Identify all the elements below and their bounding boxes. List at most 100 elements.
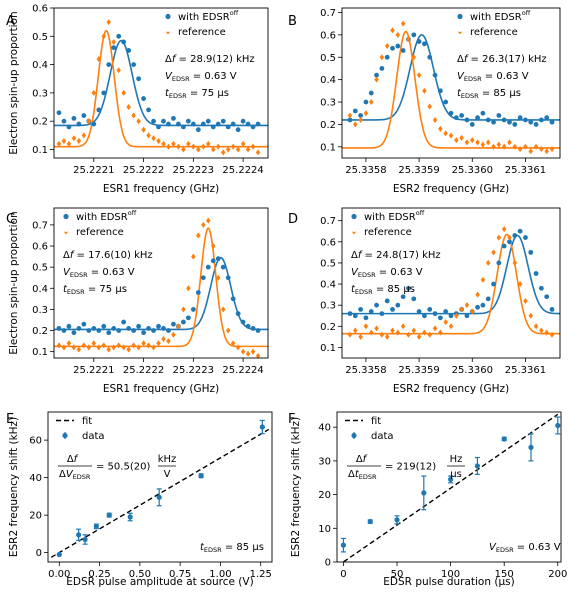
data-point: [422, 329, 427, 336]
data-point: [156, 138, 161, 145]
data-point: [533, 323, 539, 330]
data-point: [186, 285, 191, 292]
data-point: [171, 331, 176, 338]
data-point: [491, 249, 496, 256]
data-point: [195, 290, 201, 295]
data-point: [459, 134, 464, 141]
condition-text: tEDSR = 85 µs: [200, 542, 264, 554]
data-point: [384, 333, 390, 340]
legend-marker-reference: [457, 31, 463, 35]
data-point: [91, 326, 97, 331]
plot-area: [340, 413, 561, 562]
data-point: [368, 99, 374, 106]
data-point: [225, 146, 231, 153]
legend-reference: reference: [178, 27, 226, 38]
data-point: [245, 146, 251, 153]
data-point: [151, 328, 156, 333]
x-tick-label: 25.2223: [173, 165, 214, 176]
legend-reference: reference: [364, 227, 412, 238]
data-point: [206, 140, 211, 147]
data-point: [485, 117, 491, 123]
data-point: [146, 342, 151, 349]
x-tick-label: 0.50: [129, 569, 151, 580]
data-point: [400, 48, 406, 53]
legend-data-marker: [351, 432, 357, 439]
data-point: [230, 143, 236, 150]
data-point: [374, 302, 379, 308]
data-point: [240, 140, 246, 147]
data-point: [507, 234, 512, 241]
data-point: [406, 285, 411, 291]
y-tick-label: 0.3: [32, 88, 48, 99]
data-point: [181, 146, 186, 153]
data-point: [491, 143, 496, 150]
data-point: [501, 243, 507, 249]
data-point: [56, 326, 62, 331]
x-tick-label: 0.00: [48, 569, 70, 580]
y-tick-label: 0.5: [320, 53, 336, 64]
data-point: [210, 124, 216, 130]
legend-fit: fit: [82, 416, 92, 427]
data-point: [101, 342, 107, 349]
data-point: [485, 259, 491, 266]
annotation-v: VEDSR = 0.63 V: [351, 267, 423, 279]
data-point: [539, 327, 544, 334]
data-point: [411, 327, 417, 334]
data-point: [126, 48, 132, 53]
data-point: [454, 312, 459, 319]
data-point: [146, 107, 151, 113]
data-point: [464, 117, 470, 123]
data-point: [533, 143, 539, 150]
data-point: [496, 260, 502, 266]
data-point: [363, 323, 369, 330]
legend-with-edsr: with EDSRoff: [364, 209, 425, 223]
data-point: [533, 122, 539, 127]
y-tick-label: 0.7: [32, 220, 48, 231]
y-tick-label: 0.1: [320, 142, 336, 153]
x-tick-label: 150: [495, 569, 514, 580]
data-point: [358, 307, 364, 312]
x-tick-label: 25.3358: [345, 365, 386, 376]
plot-area: [342, 226, 560, 340]
data-point: [395, 43, 401, 49]
data-point: [475, 304, 480, 310]
x-axis-label: EDSR pulse duration (µs): [383, 576, 514, 588]
data-point: [549, 119, 555, 125]
y-tick-label: 0.7: [320, 8, 336, 19]
data-point: [81, 132, 87, 139]
x-tick-label: 1.25: [250, 569, 272, 580]
x-tick-label: 25.2221: [73, 365, 114, 376]
ratio-denominator: ΔVEDSR: [59, 469, 91, 481]
data-point: [201, 221, 206, 228]
y-tick-label: 0.6: [320, 30, 336, 41]
y-tick-label: 0.5: [32, 263, 48, 274]
data-point: [171, 140, 176, 147]
data-point: [416, 72, 422, 79]
legend-data: data: [82, 431, 105, 442]
data-point: [512, 143, 518, 150]
data-point: [166, 338, 171, 345]
data-point: [406, 331, 411, 338]
panel-label: D: [288, 212, 298, 227]
y-tick-label: 60: [29, 436, 42, 447]
data-point: [406, 36, 411, 43]
y-tick-label: 40: [318, 423, 331, 434]
x-tick-label: 25.2222: [123, 165, 164, 176]
data-point: [116, 67, 121, 74]
data-point: [464, 313, 470, 319]
panel-label: B: [288, 14, 297, 29]
annotation-t: tEDSR = 75 µs: [165, 88, 229, 100]
data-point: [517, 281, 523, 288]
data-point: [82, 536, 88, 543]
data-point: [206, 217, 211, 224]
data-point: [127, 514, 133, 520]
y-tick-label: 0.6: [32, 242, 48, 253]
data-point: [464, 139, 470, 146]
data-point: [544, 115, 550, 121]
data-point: [166, 328, 171, 333]
fit-curve-diamond: [342, 30, 560, 149]
data-point: [81, 113, 87, 118]
data-point: [427, 307, 433, 312]
data-point: [485, 139, 491, 146]
ratio-unit-numerator: kHz: [158, 454, 177, 465]
